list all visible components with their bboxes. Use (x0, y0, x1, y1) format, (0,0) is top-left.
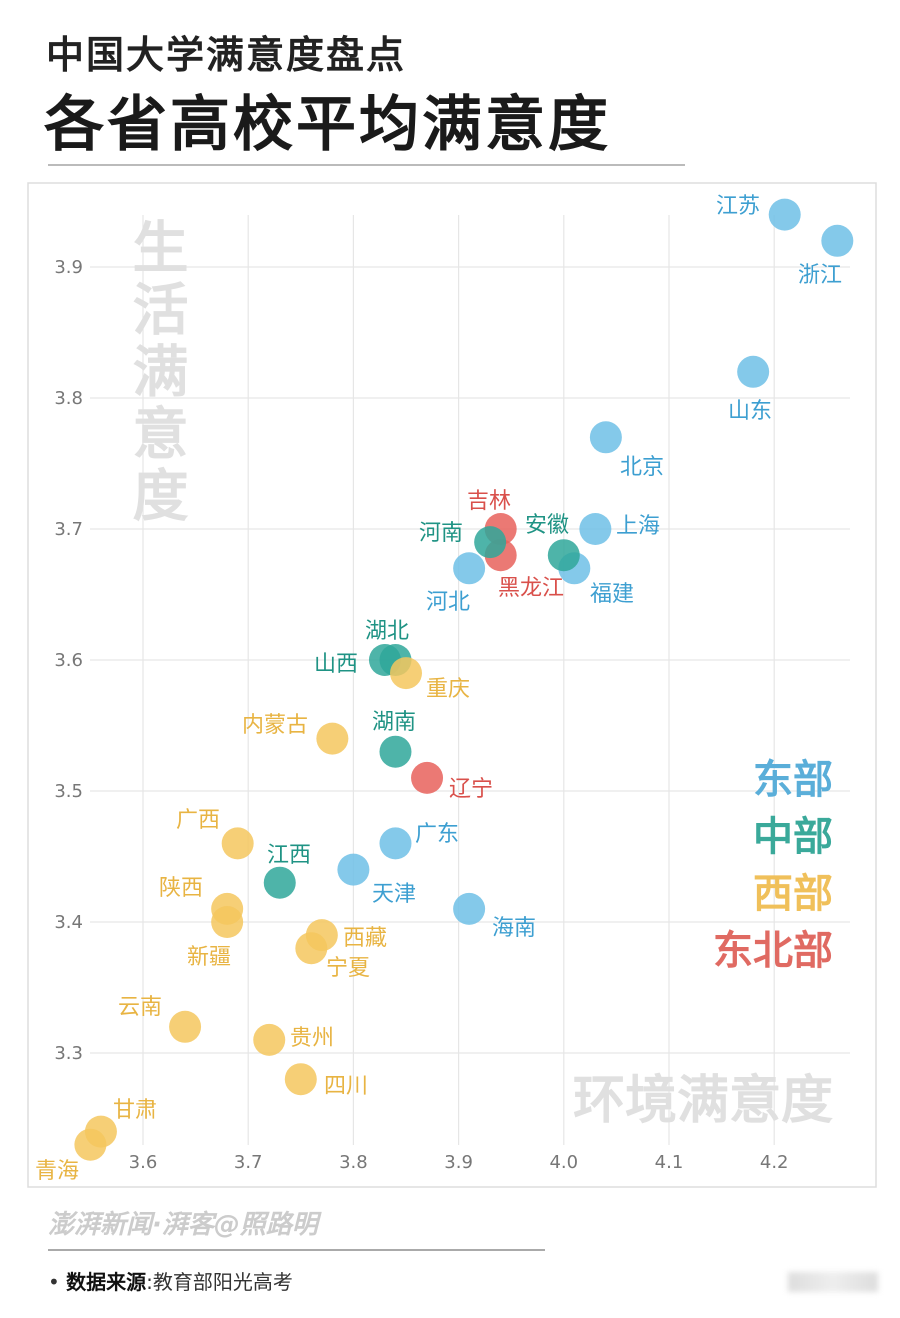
data-point-天津 (337, 853, 370, 886)
data-label: 湖北 (365, 619, 409, 644)
x-tick-label: 3.7 (234, 1152, 263, 1173)
data-label: 浙江 (798, 263, 842, 288)
data-point-山东 (737, 355, 770, 388)
footer-divider (48, 1249, 545, 1251)
blurred-watermark (788, 1272, 878, 1292)
data-label: 江西 (267, 843, 311, 868)
data-label: 广东 (415, 822, 459, 847)
y-tick-label: 3.9 (54, 257, 83, 278)
data-label: 辽宁 (449, 777, 493, 802)
data-label: 海南 (492, 916, 536, 941)
legend-central: 中部 (753, 814, 833, 860)
x-tick-label: 3.8 (339, 1152, 368, 1173)
chart-subtitle: 中国大学满意度盘点 (46, 32, 407, 77)
data-label: 新疆 (187, 945, 231, 970)
data-point-广西 (221, 827, 254, 860)
data-point-河北 (453, 552, 486, 585)
data-label: 重庆 (426, 677, 470, 702)
data-label: 黑龙江 (498, 576, 564, 601)
data-label: 河北 (426, 590, 470, 615)
x-tick-label: 4.1 (655, 1152, 684, 1173)
data-point-重庆 (390, 657, 422, 690)
data-label: 内蒙古 (242, 713, 308, 738)
data-label: 江苏 (716, 194, 760, 219)
data-point-宁夏 (295, 932, 328, 965)
data-label: 青海 (35, 1159, 79, 1184)
x-tick-label: 3.9 (444, 1152, 473, 1173)
data-label: 上海 (616, 514, 660, 539)
data-point-河南 (474, 526, 507, 559)
data-label: 甘肃 (113, 1098, 157, 1123)
data-label: 安徽 (525, 513, 569, 538)
y-tick-label: 3.5 (54, 781, 83, 802)
data-label: 天津 (372, 882, 416, 907)
data-source: • 数据来源:教育部阳光高考 (48, 1270, 293, 1294)
y-tick-label: 3.7 (54, 519, 83, 540)
y-tick-label: 3.3 (54, 1043, 83, 1064)
x-tick-label: 3.6 (129, 1152, 158, 1173)
y-axis-label: 生活满意度 (123, 218, 188, 528)
data-point-青海 (74, 1128, 107, 1161)
chart-title: 各省高校平均满意度 (44, 90, 611, 160)
data-point-北京 (589, 421, 622, 454)
x-tick-label: 4.0 (549, 1152, 578, 1173)
data-label: 湖南 (372, 710, 416, 735)
data-label: 宁夏 (326, 956, 370, 981)
data-point-湖南 (379, 735, 412, 768)
source-label: 数据来源 (66, 1270, 147, 1294)
data-label: 吉林 (467, 489, 511, 514)
data-point-贵州 (253, 1023, 286, 1056)
data-point-辽宁 (411, 761, 444, 794)
data-label: 云南 (118, 995, 162, 1020)
legend-east: 东部 (753, 757, 833, 803)
data-label: 四川 (324, 1074, 368, 1099)
data-label: 福建 (590, 582, 634, 607)
plot-frame (27, 182, 877, 1188)
data-point-新疆 (211, 906, 244, 938)
data-point-江西 (263, 866, 296, 899)
title-divider (48, 164, 685, 166)
data-label: 山东 (728, 399, 772, 424)
y-tick-label: 3.8 (54, 388, 83, 409)
data-label: 山西 (314, 652, 358, 677)
data-label: 西藏 (343, 926, 387, 951)
y-tick-label: 3.6 (54, 650, 83, 671)
x-tick-label: 4.2 (760, 1152, 789, 1173)
y-tick-label: 3.4 (54, 912, 83, 933)
data-point-浙江 (821, 224, 854, 257)
credit-watermark: 澎湃新闻·湃客@照路明 (48, 1210, 318, 1240)
source-value: 教育部阳光高考 (152, 1270, 293, 1294)
legend-west: 西部 (753, 871, 833, 917)
data-point-云南 (169, 1010, 202, 1043)
legend-northeast: 东北部 (713, 928, 833, 974)
data-point-安徽 (547, 539, 580, 572)
data-label: 河南 (419, 521, 463, 546)
data-point-内蒙古 (316, 722, 349, 755)
data-point-江苏 (768, 198, 801, 231)
data-point-上海 (579, 513, 612, 545)
data-label: 广西 (176, 808, 220, 833)
x-axis-label: 环境满意度 (573, 1071, 833, 1131)
data-point-海南 (453, 892, 486, 925)
data-label: 北京 (620, 455, 664, 480)
data-point-广东 (379, 827, 412, 860)
data-label: 贵州 (290, 1026, 334, 1051)
data-label: 陕西 (159, 876, 203, 901)
data-point-四川 (284, 1063, 317, 1096)
